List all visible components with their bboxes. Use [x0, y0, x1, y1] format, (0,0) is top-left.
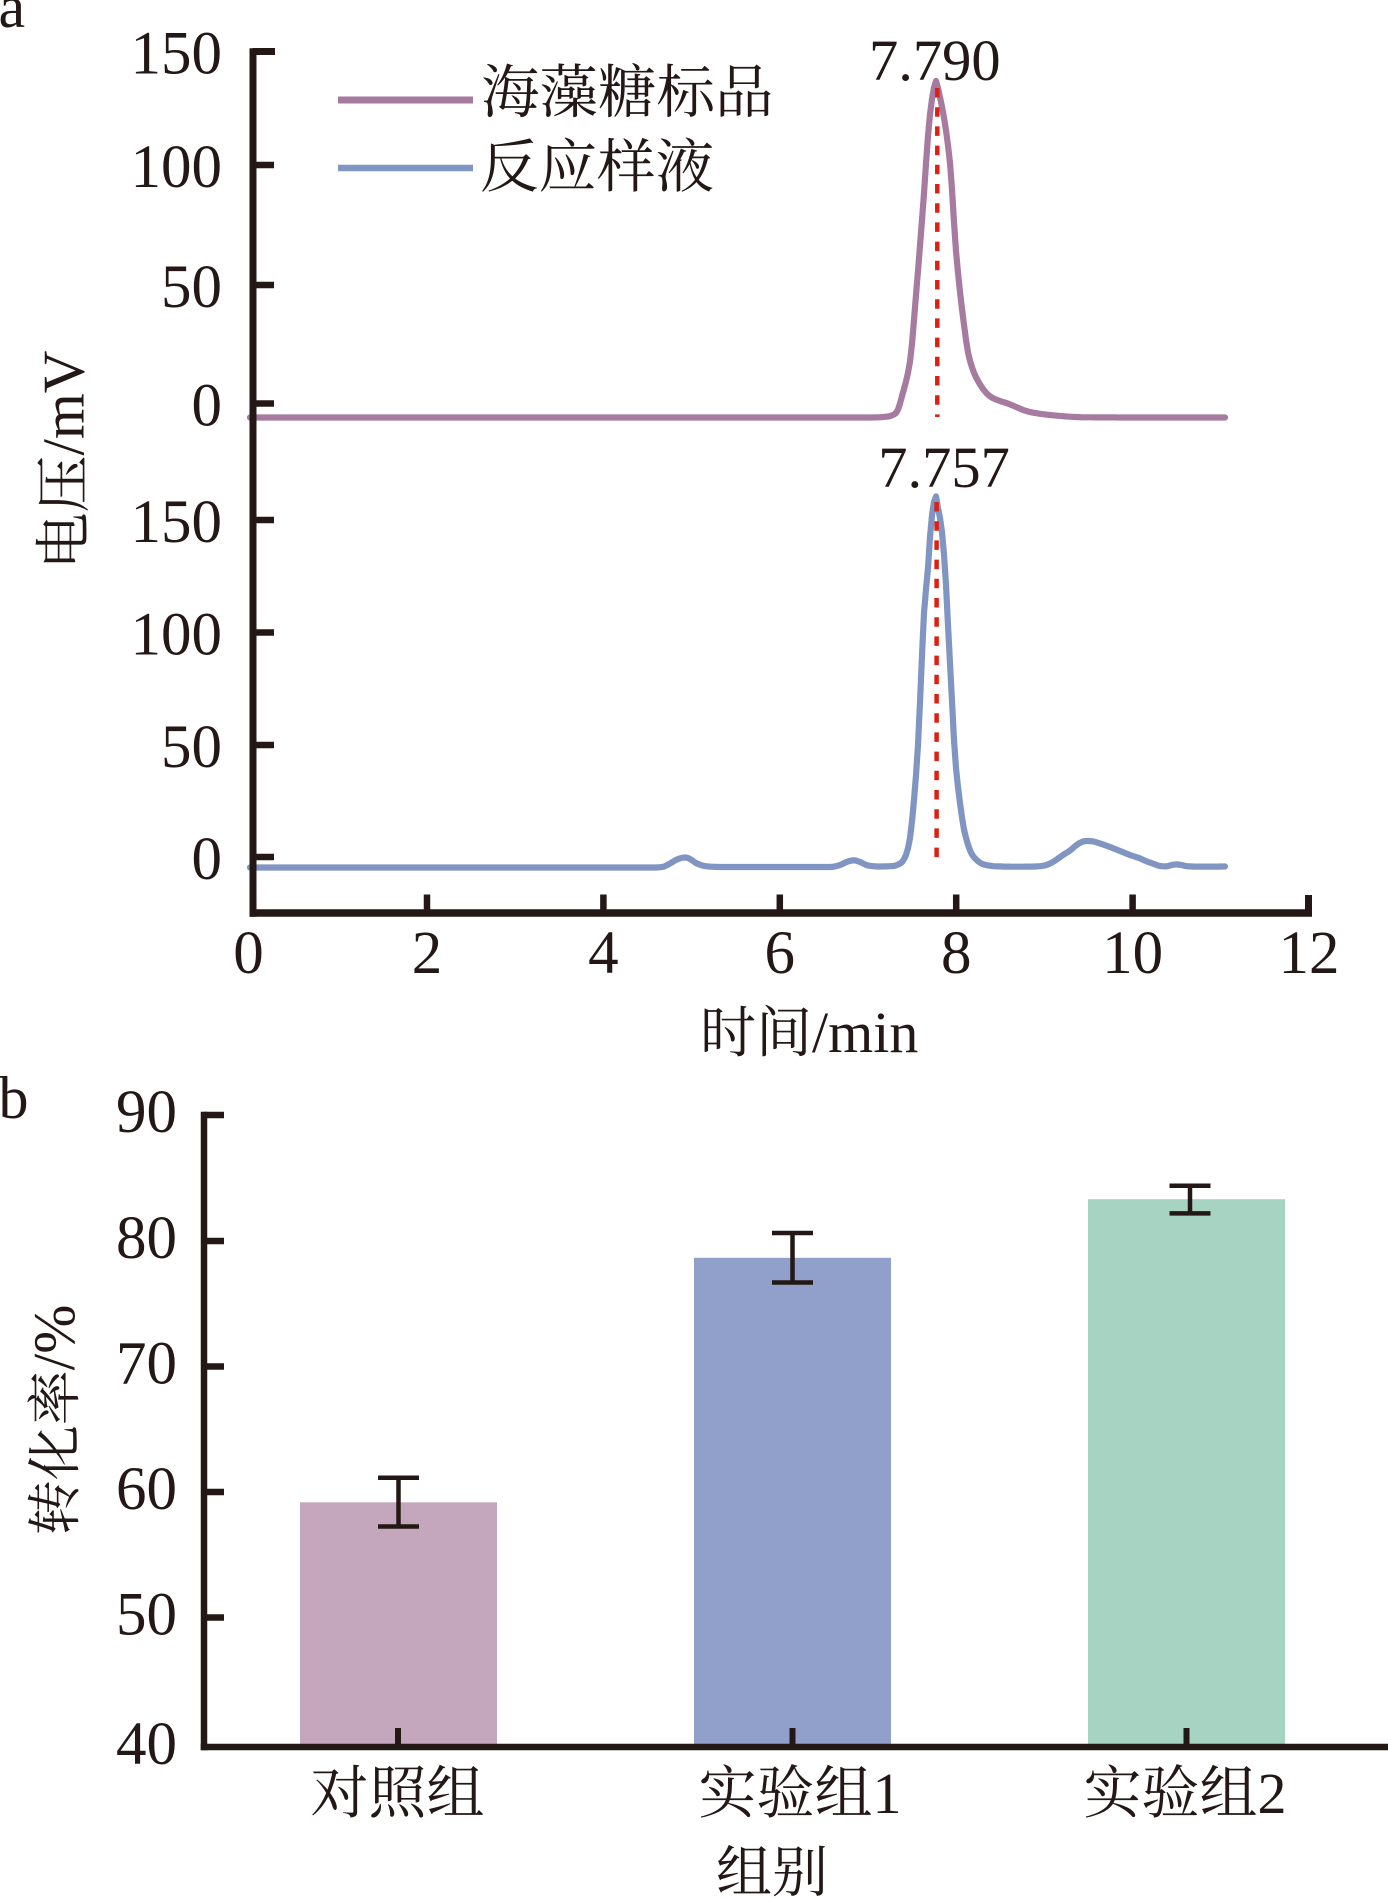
svg-text:40: 40	[116, 1711, 177, 1778]
svg-text:7.790: 7.790	[869, 28, 1001, 93]
svg-text:80: 80	[116, 1205, 177, 1272]
svg-text:150: 150	[131, 21, 223, 88]
svg-text:1: 1	[873, 1761, 902, 1826]
svg-text:0: 0	[192, 373, 223, 440]
svg-text:50: 50	[161, 254, 222, 321]
svg-text:0: 0	[233, 920, 264, 987]
svg-text:4: 4	[588, 920, 619, 987]
svg-text:a: a	[0, 0, 25, 40]
svg-text:50: 50	[116, 1582, 177, 1649]
svg-text:/%: /%	[21, 1305, 87, 1371]
svg-text:7.757: 7.757	[878, 435, 1010, 500]
svg-text:100: 100	[131, 134, 223, 201]
svg-text:150: 150	[131, 489, 223, 556]
svg-text:0: 0	[192, 826, 223, 893]
svg-text:12: 12	[1279, 920, 1340, 987]
svg-text:b: b	[0, 1065, 29, 1131]
svg-text:50: 50	[161, 714, 222, 781]
svg-text:6: 6	[765, 920, 796, 987]
svg-text:10: 10	[1102, 920, 1163, 987]
svg-text:70: 70	[116, 1331, 177, 1398]
svg-text:60: 60	[116, 1456, 177, 1523]
svg-text:100: 100	[131, 602, 223, 669]
svg-text:8: 8	[941, 920, 972, 987]
svg-text:2: 2	[1258, 1761, 1287, 1826]
svg-text:2: 2	[412, 920, 443, 987]
svg-text:90: 90	[116, 1079, 177, 1146]
svg-text:/mV: /mV	[31, 351, 97, 456]
svg-text:/min: /min	[812, 1000, 918, 1065]
